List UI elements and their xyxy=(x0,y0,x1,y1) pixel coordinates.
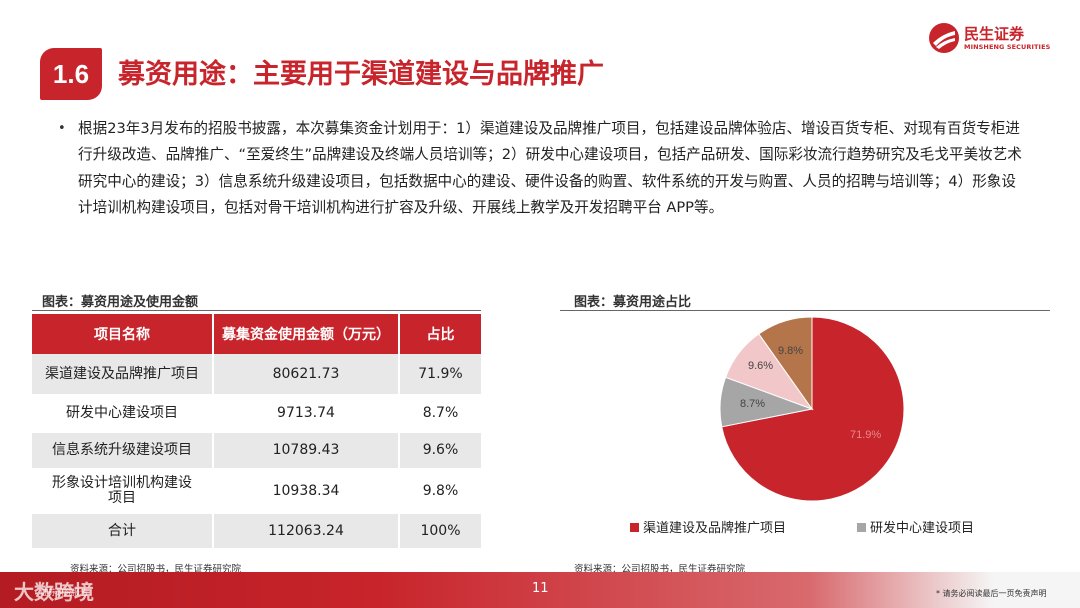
footer-small-text: 证券研究报告 xyxy=(40,588,88,597)
table-total-row: 合计 112063.24 100% xyxy=(32,513,481,550)
table-header-cell: 募集资金使用金额（万元） xyxy=(213,314,400,354)
section-number-badge: 1.6 xyxy=(40,48,102,100)
pie-data-label: 9.8% xyxy=(778,345,803,357)
legend-label: 渠道建设及品牌推广项目 xyxy=(643,521,787,536)
table-cell: 9.8% xyxy=(399,469,481,514)
pie-chart: 71.9% 8.7% 9.6% 9.8% xyxy=(700,310,920,520)
table-row: 研发中心建设项目 9713.74 8.7% xyxy=(32,395,481,433)
page-number: 11 xyxy=(532,581,549,596)
legend-label: 研发中心建设项目 xyxy=(870,521,975,536)
table-cell: 71.9% xyxy=(399,354,481,396)
table-cell: 10789.43 xyxy=(213,432,400,470)
table-row: 形象设计培训机构建设项目 10938.34 9.8% xyxy=(32,469,481,514)
bullet-paragraph: 根据23年3月发布的招股书披露，本次募集资金计划用于：1）渠道建设及品牌推广项目… xyxy=(78,120,1022,217)
table-section-title: 图表：募资用途及使用金额 xyxy=(42,295,199,310)
minsheng-logo: 民生证券 MINSHENG SECURITIES xyxy=(928,22,1051,56)
logo-en-text: MINSHENG SECURITIES xyxy=(964,43,1051,51)
legend-swatch-icon xyxy=(857,523,866,532)
pie-data-label: 9.6% xyxy=(748,360,773,372)
table-source-note: 资料来源：公司招股书，民生证券研究院 xyxy=(70,564,242,575)
table-cell: 8.7% xyxy=(399,395,481,433)
legend-item: 渠道建设及品牌推广项目 xyxy=(630,517,786,536)
logo-cn-text: 民生证券 xyxy=(964,25,1025,43)
legend-item: 研发中心建设项目 xyxy=(857,517,974,536)
table-row: 渠道建设及品牌推广项目 80621.73 71.9% xyxy=(32,354,481,396)
table-header-cell: 占比 xyxy=(399,314,481,354)
pie-slice xyxy=(758,316,813,411)
page-title: 募资用途：主要用于渠道建设与品牌推广 xyxy=(118,59,604,90)
funding-table: 项目名称 募集资金使用金额（万元） 占比 渠道建设及品牌推广项目 80621.7… xyxy=(32,314,481,550)
minsheng-logo-icon xyxy=(929,23,959,53)
table-section-divider xyxy=(32,310,481,311)
footer-disclaimer: * 请务必阅读最后一页免责声明 xyxy=(936,589,1047,598)
table-cell: 9.6% xyxy=(399,432,481,470)
chart-section-title: 图表：募资用途占比 xyxy=(574,295,692,310)
table-cell: 10938.34 xyxy=(213,469,400,514)
legend-swatch-icon xyxy=(630,523,639,532)
table-row: 信息系统升级建设项目 10789.43 9.6% xyxy=(32,432,481,470)
pie-chart-svg: 71.9% 8.7% 9.6% 9.8% xyxy=(719,316,905,502)
table-cell: 80621.73 xyxy=(213,354,400,396)
table-header-cell: 项目名称 xyxy=(32,314,214,354)
chart-section-divider xyxy=(560,310,1050,311)
table-cell: 渠道建设及品牌推广项目 xyxy=(32,354,214,396)
table-header-row: 项目名称 募集资金使用金额（万元） 占比 xyxy=(32,314,481,354)
footer-bar: 大数跨境 证券研究报告 11 * 请务必阅读最后一页免责声明 xyxy=(0,572,1080,608)
table-cell: 9713.74 xyxy=(213,395,400,433)
watermark-text: 大数跨境 xyxy=(14,580,94,604)
table-cell: 100% xyxy=(399,513,481,550)
pie-data-label: 71.9% xyxy=(850,429,881,441)
table-cell: 112063.24 xyxy=(213,513,400,550)
chart-source-note: 资料来源：公司招股书，民生证券研究院 xyxy=(574,564,746,575)
table-cell: 合计 xyxy=(32,513,214,550)
table-cell: 形象设计培训机构建设项目 xyxy=(32,469,214,514)
bullet-dot-icon: • xyxy=(58,121,66,136)
table-cell: 研发中心建设项目 xyxy=(32,395,214,433)
table-cell: 信息系统升级建设项目 xyxy=(32,432,214,470)
pie-data-label: 8.7% xyxy=(740,398,765,410)
